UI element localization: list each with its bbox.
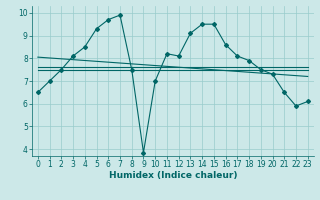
X-axis label: Humidex (Indice chaleur): Humidex (Indice chaleur) — [108, 171, 237, 180]
